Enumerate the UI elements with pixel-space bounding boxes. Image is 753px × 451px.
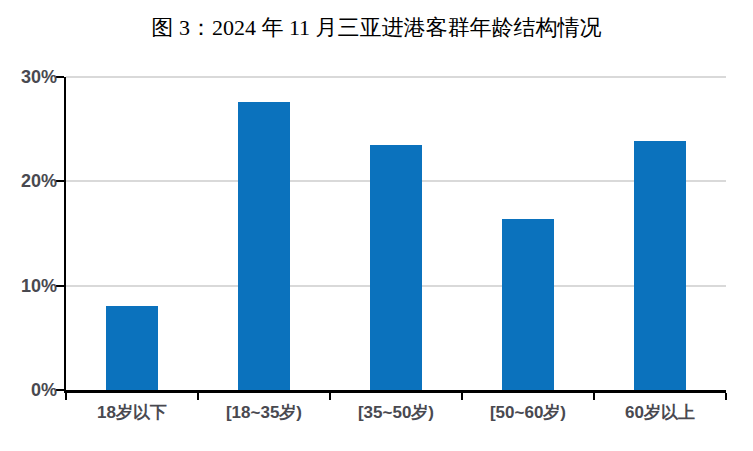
- gridline: [66, 76, 726, 78]
- x-axis-tick: [593, 393, 595, 400]
- x-axis-category-label: [50~60岁): [462, 402, 594, 424]
- x-axis-tick: [329, 393, 331, 400]
- x-axis-tick: [65, 393, 67, 400]
- plot-area: [66, 77, 726, 390]
- y-axis-tick-label: 0%: [0, 379, 57, 401]
- x-axis-category-label: [18~35岁): [198, 402, 330, 424]
- y-axis-tick: [56, 180, 64, 182]
- y-axis-tick: [56, 285, 64, 287]
- y-axis-tick: [56, 76, 64, 78]
- bar-[35~50岁): [370, 145, 422, 390]
- x-axis-tick: [725, 393, 727, 400]
- y-axis-tick-label: 10%: [0, 275, 57, 297]
- x-axis-category-label: 18岁以下: [66, 402, 198, 424]
- x-axis-tick: [461, 393, 463, 400]
- bar-60岁以上: [634, 141, 686, 390]
- y-axis-tick-label: 20%: [0, 170, 57, 192]
- bar-[18~35岁): [238, 102, 290, 390]
- chart-figure: 图 3：2024 年 11 月三亚进港客群年龄结构情况 0% 10% 20% 30% 1…: [0, 0, 753, 451]
- x-axis-category-label: [35~50岁): [330, 402, 462, 424]
- x-axis-line: [64, 390, 726, 393]
- y-axis-tick-label: 30%: [0, 66, 57, 88]
- x-axis-tick: [197, 393, 199, 400]
- y-axis-tick: [56, 389, 64, 391]
- bar-[50~60岁): [502, 219, 554, 390]
- chart-title: 图 3：2024 年 11 月三亚进港客群年龄结构情况: [0, 13, 753, 43]
- x-axis-category-label: 60岁以上: [594, 402, 726, 424]
- y-axis-line: [64, 77, 66, 390]
- bar-18岁以下: [106, 306, 158, 391]
